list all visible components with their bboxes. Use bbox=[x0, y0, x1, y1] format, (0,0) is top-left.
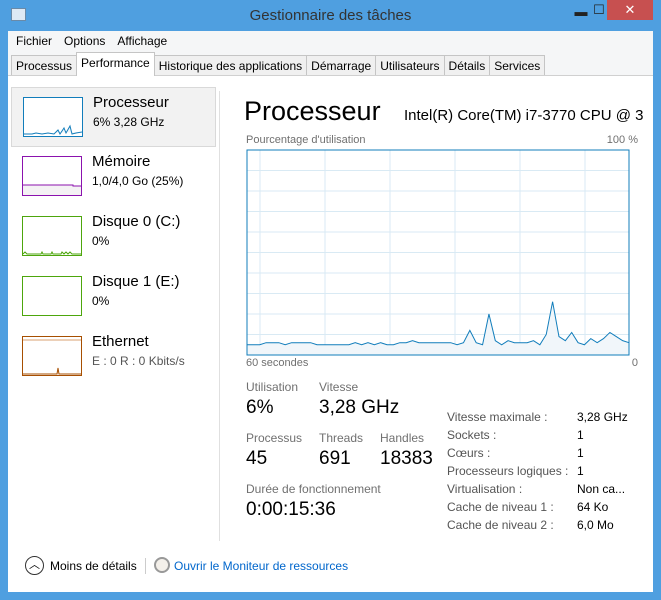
sidebar-item-disque-1[interactable]: Disque 1 (E:) 0% bbox=[11, 267, 216, 327]
cpu-usage-graph bbox=[246, 149, 630, 356]
tab-services[interactable]: Services bbox=[489, 55, 546, 75]
detail-label: Vitesse maximale : bbox=[447, 410, 548, 424]
menu-options[interactable]: Options bbox=[64, 34, 106, 48]
window-client: Fichier Options Affichage Processus Perf… bbox=[8, 31, 653, 592]
detail-label: Sockets : bbox=[447, 428, 497, 442]
handles-value: 18383 bbox=[380, 448, 433, 469]
divider bbox=[145, 558, 146, 574]
sidebar-name: Mémoire bbox=[92, 153, 151, 170]
sidebar-value: E : 0 R : 0 Kbits/s bbox=[92, 354, 185, 368]
menu-fichier[interactable]: Fichier bbox=[16, 34, 53, 48]
detail-value: Non ca... bbox=[577, 482, 626, 496]
graph-x-left-label: 60 secondes bbox=[246, 357, 309, 369]
window-title: Gestionnaire des tâches bbox=[249, 7, 412, 24]
disk1-thumbnail-graph bbox=[22, 276, 82, 316]
detail-label: Cache de niveau 2 : bbox=[447, 518, 554, 532]
graph-x-right-label: 0 bbox=[631, 357, 638, 369]
sidebar-item-processeur[interactable]: Processeur 6% 3,28 GHz bbox=[11, 87, 216, 147]
detail-value: 6,0 Mo bbox=[577, 518, 614, 532]
detail-value: 1 bbox=[577, 446, 584, 460]
detail-value: 1 bbox=[577, 464, 584, 478]
resource-sidebar: Processeur 6% 3,28 GHz Mémoire 1,0/4,0 G… bbox=[11, 87, 216, 387]
sidebar-value: 0% bbox=[92, 294, 110, 308]
task-manager-icon bbox=[11, 8, 26, 21]
close-button[interactable]: ✕ bbox=[607, 0, 653, 20]
utilisation-label: Utilisation bbox=[246, 380, 299, 394]
vitesse-value: 3,28 GHz bbox=[319, 397, 400, 418]
detail-label: Processeurs logiques : bbox=[447, 464, 569, 478]
tab-performance[interactable]: Performance bbox=[76, 52, 155, 76]
tab-historique[interactable]: Historique des applications bbox=[153, 55, 308, 75]
ethernet-thumbnail-graph bbox=[22, 336, 82, 376]
cpu-thumbnail-graph bbox=[23, 97, 83, 137]
sidebar-value: 6% 3,28 GHz bbox=[93, 115, 165, 129]
graph-y-label: Pourcentage d'utilisation bbox=[246, 134, 366, 146]
cpu-usage-line bbox=[247, 301, 630, 346]
sidebar-item-disque-0[interactable]: Disque 0 (C:) 0% bbox=[11, 207, 216, 267]
maximize-button[interactable]: ☐ bbox=[593, 2, 605, 17]
minimize-button[interactable]: ▬ bbox=[574, 4, 588, 19]
detail-value: 1 bbox=[577, 428, 584, 442]
processus-label: Processus bbox=[246, 431, 303, 445]
memory-thumbnail-graph bbox=[22, 156, 82, 196]
tab-demarrage[interactable]: Démarrage bbox=[306, 55, 377, 75]
cpu-usage-area bbox=[247, 301, 629, 355]
detail-label: Cœurs : bbox=[447, 446, 491, 460]
menu-bar: Fichier Options Affichage bbox=[8, 31, 653, 52]
divider bbox=[219, 91, 220, 541]
detail-value: 64 Ko bbox=[577, 500, 609, 514]
tab-bar: Processus Performance Historique des app… bbox=[8, 52, 653, 76]
detail-value: 3,28 GHz bbox=[577, 410, 628, 424]
utilisation-value: 6% bbox=[246, 397, 274, 418]
footer: ︿ Moins de détails Ouvrir le Moniteur de… bbox=[16, 554, 656, 584]
uptime-label: Durée de fonctionnement bbox=[246, 482, 381, 496]
sidebar-name: Processeur bbox=[93, 94, 169, 111]
graph-border bbox=[246, 149, 630, 356]
threads-value: 691 bbox=[319, 448, 351, 469]
sidebar-value: 1,0/4,0 Go (25%) bbox=[92, 174, 184, 188]
open-resource-monitor-link[interactable]: Ouvrir le Moniteur de ressources bbox=[174, 559, 349, 573]
handles-label: Handles bbox=[380, 431, 425, 445]
sidebar-name: Disque 0 (C:) bbox=[92, 213, 181, 230]
sidebar-name: Disque 1 (E:) bbox=[92, 273, 180, 290]
less-details-button[interactable]: Moins de détails bbox=[50, 559, 137, 573]
detail-label: Cache de niveau 1 : bbox=[447, 500, 554, 514]
sidebar-name: Ethernet bbox=[92, 333, 149, 350]
sidebar-value: 0% bbox=[92, 234, 110, 248]
disk0-thumbnail-graph bbox=[22, 216, 82, 256]
detail-label: Virtualisation : bbox=[447, 482, 523, 496]
vitesse-label: Vitesse bbox=[319, 380, 359, 394]
graph-max-label: 100 % bbox=[606, 134, 638, 146]
title-bar: Gestionnaire des tâches ▬ ☐ ✕ bbox=[0, 0, 661, 31]
processus-value: 45 bbox=[246, 448, 268, 469]
uptime-value: 0:00:15:36 bbox=[246, 499, 336, 520]
threads-label: Threads bbox=[319, 431, 364, 445]
chevron-up-icon[interactable]: ︿ bbox=[25, 556, 44, 575]
menu-affichage[interactable]: Affichage bbox=[117, 34, 168, 48]
tab-details[interactable]: Détails bbox=[443, 55, 491, 75]
tab-processus[interactable]: Processus bbox=[11, 55, 78, 75]
sidebar-item-ethernet[interactable]: Ethernet E : 0 R : 0 Kbits/s bbox=[11, 327, 216, 387]
page-title: Processeur bbox=[244, 96, 381, 126]
cpu-model: Intel(R) Core(TM) i7-3770 CPU @ 3.40GHz bbox=[404, 107, 644, 124]
tab-utilisateurs[interactable]: Utilisateurs bbox=[375, 55, 445, 75]
resource-monitor-icon bbox=[154, 557, 170, 573]
sidebar-item-memoire[interactable]: Mémoire 1,0/4,0 Go (25%) bbox=[11, 147, 216, 207]
